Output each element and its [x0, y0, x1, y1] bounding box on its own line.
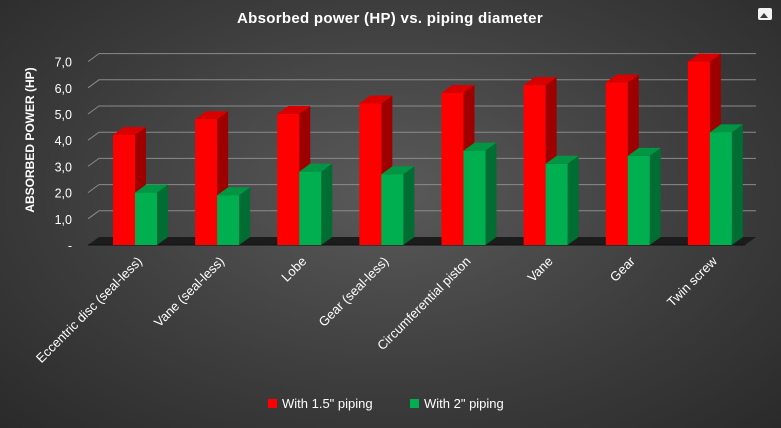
x-tick-label: Lobe: [278, 254, 309, 285]
legend: With 1.5" piping With 2" piping: [268, 396, 504, 411]
y-tick-label: -: [68, 239, 72, 253]
x-tick-label: Twin screw: [664, 253, 720, 309]
y-tick-label: 5,0: [55, 108, 72, 122]
gridline: [87, 131, 756, 141]
legend-swatch: [268, 399, 277, 408]
legend-label: With 1.5" piping: [282, 396, 373, 411]
x-tick-label: Vane: [524, 254, 555, 285]
y-tick-label: 3,0: [55, 160, 72, 174]
legend-swatch: [410, 399, 419, 408]
y-tick-label: 6,0: [55, 82, 72, 96]
image-icon[interactable]: [758, 8, 772, 20]
x-tick-label: Gear (seal-less): [316, 254, 392, 330]
bar-2in-piping: [217, 187, 251, 245]
bar-2in-piping: [135, 184, 168, 245]
gridline: [87, 105, 756, 115]
x-tick-label: Eccentric disc (seal-less): [33, 254, 145, 366]
legend-label: With 2" piping: [424, 396, 504, 411]
x-tick-label: Vane (seal-less): [151, 254, 227, 330]
gridline: [87, 53, 756, 63]
bar-2in-piping: [299, 163, 333, 245]
bar-2in-piping: [627, 147, 661, 245]
y-ticks: - 1,0 2,0 3,0 4,0 5,0 6,0 7,0: [55, 56, 72, 253]
y-tick-label: 4,0: [55, 134, 72, 148]
gridlines: [87, 53, 756, 220]
y-axis-label: ABSORBED POWER (HP): [23, 67, 37, 212]
y-tick-label: 2,0: [55, 187, 72, 201]
y-tick-label: 1,0: [55, 213, 72, 227]
bars: [113, 53, 743, 246]
chart-title: Absorbed power (HP) vs. piping diameter: [237, 10, 543, 27]
x-tick-label: Gear: [607, 253, 639, 285]
y-tick-label: 7,0: [55, 56, 72, 70]
gridline: [87, 79, 756, 89]
bar-2in-piping: [381, 166, 415, 245]
bar-2in-piping: [463, 142, 497, 245]
floor-plane: [88, 237, 756, 245]
x-ticks: Eccentric disc (seal-less) Vane (seal-les…: [33, 253, 721, 366]
bar-2in-piping: [545, 155, 579, 245]
x-tick-label: Circumferential piston: [374, 254, 474, 354]
bar-2in-piping: [709, 124, 743, 245]
